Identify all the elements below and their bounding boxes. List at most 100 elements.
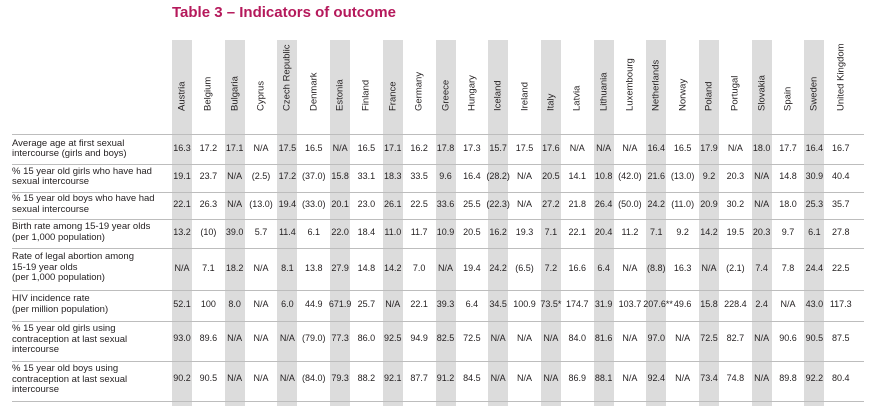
row-label: % 15 year old girls using contraception a… (12, 324, 170, 356)
table-cell: 72.5 (463, 333, 481, 343)
table-cell: 77.3 (331, 333, 349, 343)
table-cell: 174.7 (565, 299, 589, 309)
table-cell: N/A (332, 143, 348, 153)
table-cell: 92.2 (805, 373, 824, 383)
table-cell: 16.5 (357, 143, 376, 153)
table-cell: 10.9 (436, 227, 455, 237)
row-label-line: Average age at first sexual (12, 137, 125, 149)
table-cell: N/A (490, 373, 506, 383)
table-cell: N/A (385, 299, 401, 309)
table-cell: 90.6 (779, 333, 797, 343)
table-cell: 92.1 (384, 373, 402, 383)
table-cell: (6.5) (515, 263, 534, 273)
table-cell: 90.5 (199, 373, 218, 383)
table-cell: 17.1 (225, 143, 244, 153)
table-cell: 14.8 (779, 171, 797, 181)
table-cell: 26.3 (199, 199, 218, 209)
table-cell: N/A (227, 333, 243, 343)
table-cell: 9.6 (439, 171, 452, 181)
table-cell: 20.3 (726, 171, 745, 181)
table-cell: 24.2 (647, 199, 666, 209)
table-cell: 25.5 (463, 199, 481, 209)
table-cell: 33.1 (357, 171, 376, 181)
row-label-line: intercourse (12, 344, 59, 356)
column-header-label: Luxembourg (624, 58, 636, 111)
column-header: Norway (673, 40, 693, 128)
table-cell: 18.4 (357, 227, 376, 237)
table-cell: 20.5 (542, 171, 560, 181)
column-header-label: Lithuania (598, 72, 610, 111)
column-header-label: Estonia (334, 79, 346, 111)
table-cell: 7.4 (755, 263, 768, 273)
row-label-line: HIV incidence rate (12, 293, 90, 304)
table-cell: N/A (279, 373, 295, 383)
table-cell: 8.1 (281, 263, 294, 273)
table-cell: (2.1) (726, 263, 745, 273)
table-cell: (22.3) (486, 199, 510, 209)
table-cell: 82.5 (436, 333, 455, 343)
column-stripe (277, 40, 298, 406)
row-label-line: 15-19 year olds (12, 261, 78, 273)
table-cell: N/A (517, 171, 533, 181)
row-divider (12, 321, 864, 322)
row-label: % 15 year old girls who have had sexual i… (12, 166, 170, 188)
row-label-line: intercourse (12, 384, 59, 396)
column-header-label: Austria (176, 81, 188, 111)
table-cell: N/A (675, 333, 691, 343)
table-cell: 9.7 (781, 227, 795, 237)
table-cell: N/A (253, 263, 269, 273)
column-stripe (435, 40, 456, 406)
table-cell: N/A (701, 263, 717, 273)
column-header: Italy (541, 40, 561, 128)
table-cell: 8.0 (228, 299, 241, 309)
column-header: Germany (409, 40, 429, 128)
table-cell: 207.6** (643, 299, 673, 309)
column-header-label: Sweden (808, 76, 820, 111)
table-cell: 24.4 (805, 263, 824, 273)
row-label: Birth rate among 15-19 year olds (per 1,0… (12, 221, 170, 243)
table-cell: 17.5 (515, 143, 534, 153)
table-cell: 23.7 (199, 171, 218, 181)
column-header-label: Belgium (202, 76, 214, 111)
table-cell: 19.4 (463, 263, 481, 273)
row-label-line: contraception at last sexual (12, 373, 128, 385)
column-stripe (751, 40, 772, 406)
column-stripe (804, 40, 825, 406)
table-cell: 24.2 (489, 263, 507, 273)
column-header-label: Spain (782, 86, 794, 111)
table-cell: (10) (200, 227, 217, 237)
table-cell: 17.9 (700, 143, 718, 153)
table-cell: N/A (569, 143, 585, 153)
table-cell: 44.9 (304, 299, 323, 309)
table-cell: 17.1 (384, 143, 402, 153)
table-cell: (84.0) (301, 373, 326, 383)
table-cell: 73.4 (700, 373, 718, 383)
table-cell: 11.2 (621, 227, 639, 237)
row-divider (12, 192, 864, 193)
column-header: Portugal (725, 40, 745, 128)
table-cell: 16.7 (831, 143, 850, 153)
table-cell: 27.8 (831, 227, 850, 237)
table-cell: 17.7 (779, 143, 797, 153)
table-cell: 88.2 (357, 373, 376, 383)
table-cell: 15.8 (331, 171, 349, 181)
column-stripe (593, 40, 614, 406)
table-cell: 90.2 (173, 373, 191, 383)
table-cell: 20.4 (594, 227, 613, 237)
table-cell: 16.3 (673, 263, 692, 273)
table-cell: 88.1 (594, 373, 613, 383)
table-cell: 6.4 (597, 263, 610, 273)
table-cell: (28.2) (486, 171, 510, 181)
table-cell: 6.4 (465, 299, 479, 309)
table-cell: N/A (253, 333, 269, 343)
table-cell: 89.8 (779, 373, 797, 383)
table-cell: 21.8 (568, 199, 587, 209)
table-cell: 92.5 (384, 333, 402, 343)
column-header-label: Portugal (729, 75, 741, 111)
column-header: Austria (172, 40, 192, 128)
table-cell: N/A (227, 199, 243, 209)
table-cell: N/A (517, 199, 533, 209)
column-header-label: Cyprus (255, 80, 267, 111)
column-header-label: Bulgaria (229, 76, 241, 111)
